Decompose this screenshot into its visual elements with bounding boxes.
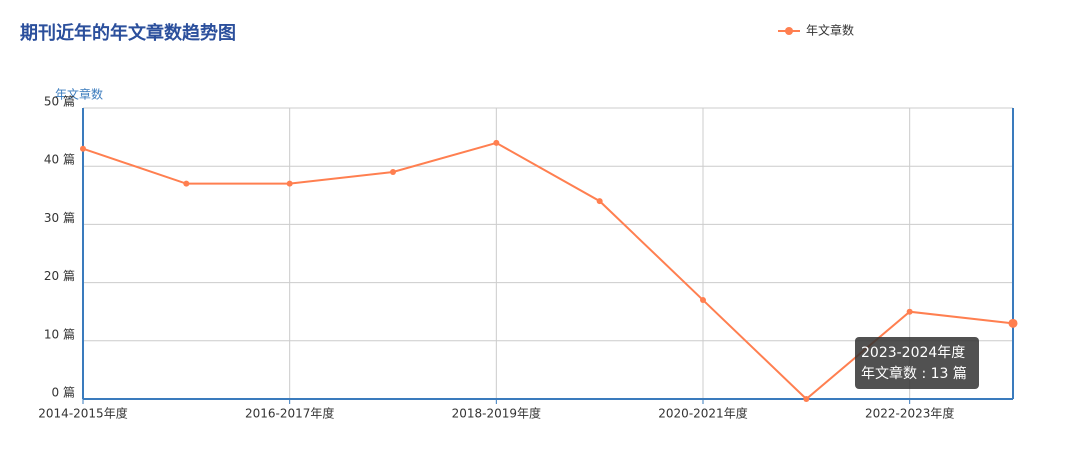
data-point — [596, 198, 603, 205]
data-point — [906, 308, 913, 315]
x-tick-label: 2022-2023年度 — [865, 406, 954, 421]
data-point — [390, 169, 396, 176]
chart-title: 期刊近年的年文章数趋势图 — [20, 22, 236, 44]
y-tick-label: 50 篇 — [44, 94, 75, 109]
y-tick-label: 10 篇 — [44, 326, 75, 341]
legend-label: 年文章数 — [806, 23, 854, 38]
data-point — [493, 139, 500, 146]
y-tick-label: 0 篇 — [52, 385, 75, 400]
x-tick-label: 2016-2017年度 — [245, 406, 334, 421]
data-point — [286, 180, 293, 187]
tooltip-box — [855, 337, 979, 389]
y-tick-label: 40 篇 — [44, 152, 75, 167]
data-point — [80, 145, 86, 152]
x-tick-label: 2014-2015年度 — [38, 406, 127, 421]
data-point — [183, 180, 190, 187]
legend-marker — [785, 27, 793, 35]
y-tick-label: 30 篇 — [44, 210, 75, 225]
y-tick-label: 20 篇 — [44, 268, 75, 283]
tooltip-title: 2023-2024年度 — [861, 345, 965, 361]
data-point — [700, 297, 706, 304]
x-tick-label: 2018-2019年度 — [452, 406, 541, 421]
tooltip-label: 年文章数 : 13 篇 — [861, 365, 967, 382]
x-tick-label: 2020-2021年度 — [658, 406, 747, 421]
data-point — [1008, 318, 1018, 328]
y-axis-label: 年文章数 — [55, 87, 103, 102]
data-point — [803, 396, 810, 402]
